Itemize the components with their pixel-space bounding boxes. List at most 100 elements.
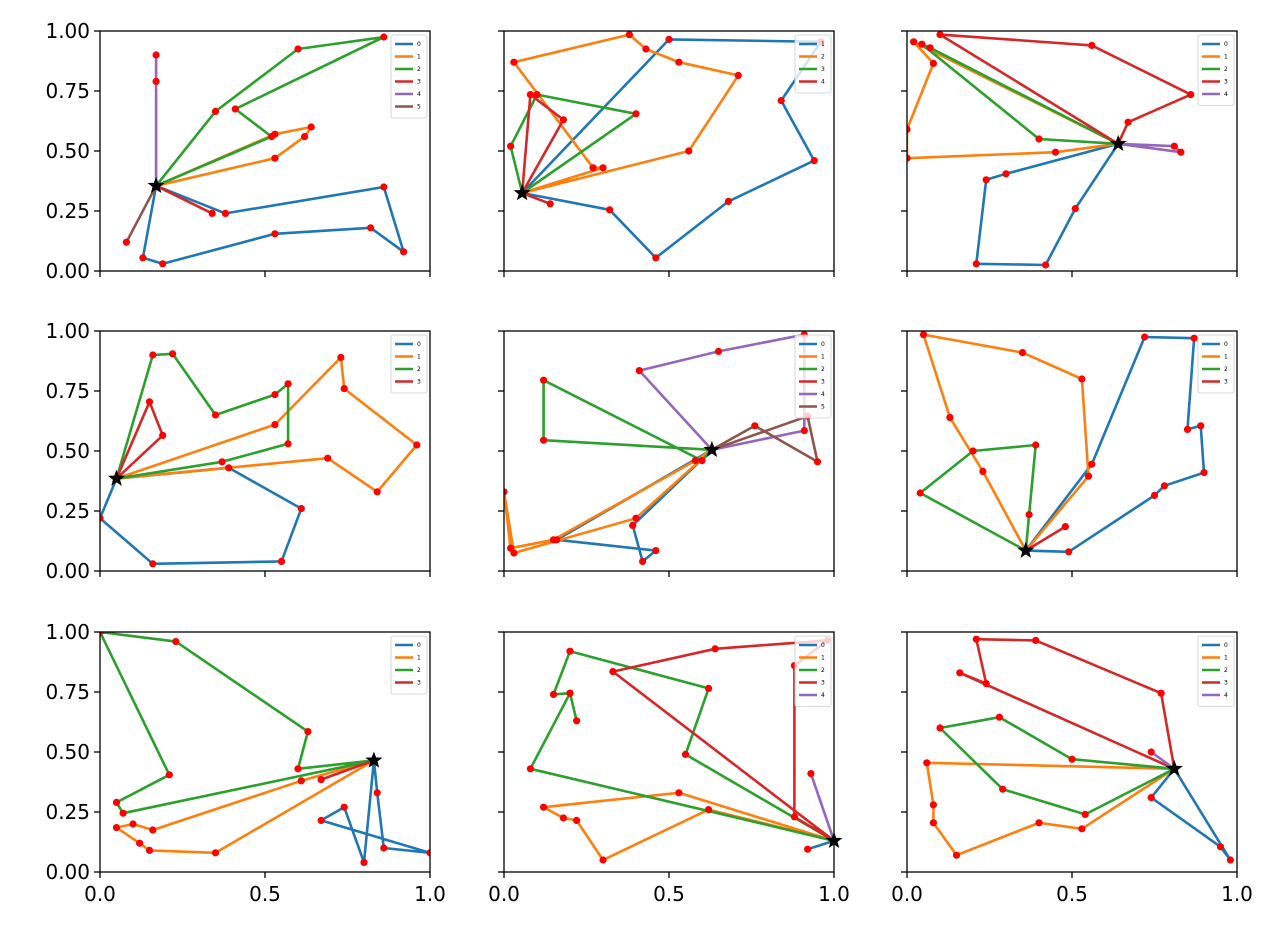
customer-point (337, 353, 345, 361)
customer-point (972, 260, 980, 268)
legend: 0 1 2 3 (390, 334, 428, 394)
customer-point (632, 514, 640, 522)
customer-point (122, 238, 130, 246)
customer-point (218, 458, 226, 466)
y-tick-label: 0.25 (45, 499, 90, 523)
customer-point (317, 816, 325, 825)
customer-point (1068, 755, 1076, 763)
customer-point (609, 668, 617, 676)
customer-point (1226, 856, 1234, 864)
customer-point (119, 809, 127, 817)
customer-point (804, 845, 812, 853)
customer-point (800, 427, 808, 435)
route-line-1 (115, 356, 419, 494)
customer-point (549, 536, 558, 544)
legend-label: 2 (1224, 66, 1228, 73)
customer-point (698, 457, 706, 465)
legend-label: 4 (1224, 692, 1228, 699)
customer-point (810, 157, 818, 165)
legend: 0 1 2 3 4 5 (794, 334, 832, 419)
customer-point (711, 645, 719, 653)
customer-point (221, 209, 229, 217)
customer-point (1147, 748, 1155, 756)
customer-point (301, 133, 309, 141)
legend-label: 0 (821, 642, 825, 649)
legend-label: 4 (417, 91, 421, 98)
customer-point (790, 813, 799, 821)
legend-label: 1 (417, 354, 421, 361)
customer-point (1160, 482, 1168, 490)
legend-label: 3 (417, 79, 421, 86)
route-line-4 (520, 93, 565, 206)
legend-label: 2 (821, 366, 825, 373)
customer-point (1035, 135, 1043, 143)
customer-point (807, 770, 815, 778)
customer-point (271, 154, 279, 162)
x-tick-label: 0.5 (1056, 882, 1088, 906)
subplot-8: 0.0 0.5 1.0 0 1 2 3 4 (488, 631, 850, 906)
legend-label: 1 (417, 655, 421, 662)
plot-area (100, 350, 421, 568)
customer-point (566, 689, 574, 697)
axes-frame (503, 631, 835, 873)
customer-point (1018, 349, 1027, 357)
axes-frame (906, 631, 1238, 873)
customer-point (426, 849, 430, 857)
legend-box (1197, 334, 1235, 394)
customer-point (1124, 118, 1132, 126)
route-line-2 (100, 632, 376, 815)
route-line-1 (922, 333, 1090, 552)
legend-label: 1 (821, 354, 825, 361)
legend-label: 3 (821, 680, 825, 687)
subplot-1: 0.00 0.25 0.50 0.75 1.00 0 1 2 3 4 5 (45, 19, 431, 283)
customer-point (910, 38, 918, 46)
subplot-3: 0 1 2 3 4 (901, 30, 1238, 277)
route-line-1 (504, 448, 714, 555)
customer-point (324, 454, 332, 462)
customer-point (304, 728, 312, 736)
customer-point (225, 464, 233, 472)
customer-point (208, 209, 216, 217)
legend-label: 1 (1224, 354, 1228, 361)
customer-point (573, 816, 581, 825)
customer-point (1187, 91, 1195, 99)
customer-point (675, 789, 683, 797)
customer-point (294, 765, 302, 773)
customer-point (526, 91, 535, 99)
route-line-2 (154, 35, 386, 188)
axes-frame (503, 30, 835, 272)
customer-point (1157, 689, 1165, 697)
customer-point (599, 164, 607, 172)
subplot-9: 0.0 0.5 1.0 0 1 2 3 4 (891, 631, 1253, 906)
route-line-3 (115, 400, 164, 480)
y-tick-label: 0.50 (45, 139, 90, 163)
x-tick-label: 1.0 (818, 882, 850, 906)
legend-label: 0 (821, 341, 825, 348)
y-tick-label: 0.00 (45, 559, 90, 583)
customer-point (268, 133, 276, 141)
customer-point (380, 183, 388, 191)
customer-point (632, 110, 640, 118)
legend-label: 4 (821, 391, 825, 398)
customer-point (360, 858, 368, 867)
legend-label: 0 (417, 341, 421, 348)
depot-marker (513, 184, 531, 201)
legend-label: 0 (1224, 642, 1228, 649)
customer-point (149, 826, 157, 834)
customer-point (367, 224, 375, 232)
legend-label: 3 (821, 379, 825, 386)
customer-point (1025, 510, 1033, 519)
route-line-3 (938, 33, 1193, 146)
legend-label: 0 (417, 41, 421, 48)
customer-point (675, 58, 683, 66)
plot-area (923, 635, 1234, 864)
customer-point (923, 759, 931, 767)
customer-point (112, 798, 121, 807)
legend-label: 4 (821, 79, 825, 86)
legend-label: 0 (417, 642, 421, 649)
y-tick-label: 0.75 (45, 379, 90, 403)
customer-point (929, 59, 938, 67)
legend: 0 1 2 3 4 (794, 635, 832, 707)
customer-point (972, 635, 980, 643)
customer-point (504, 488, 508, 496)
